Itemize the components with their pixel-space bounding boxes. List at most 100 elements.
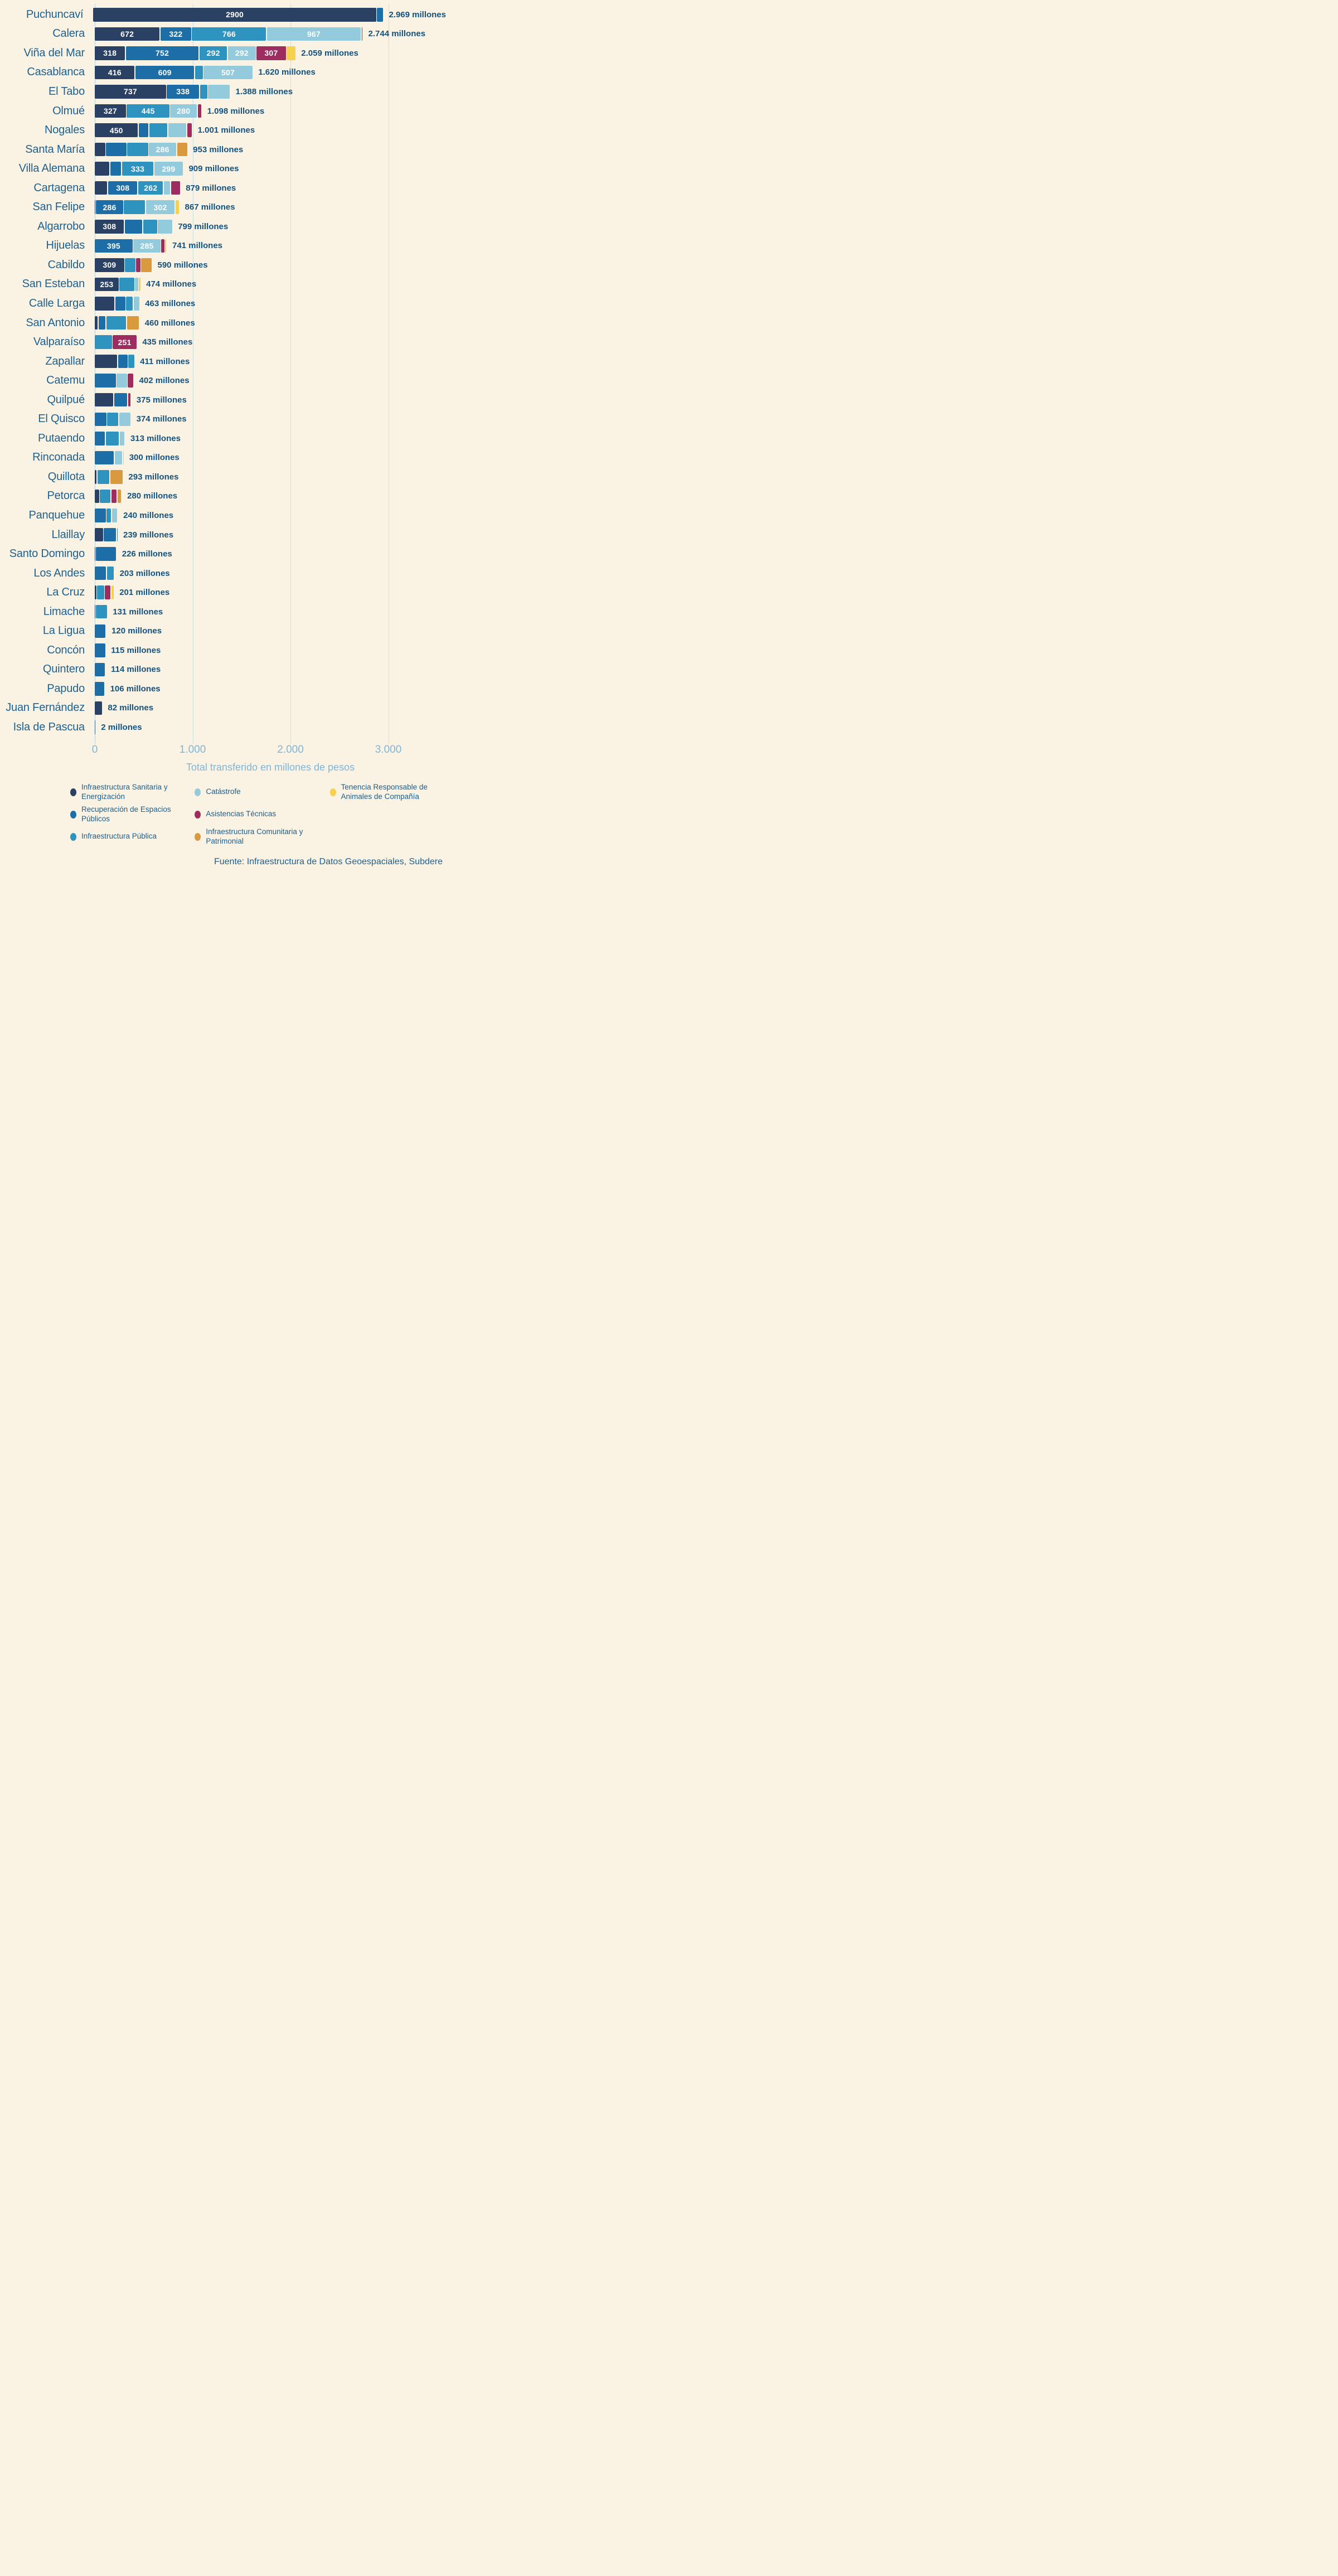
commune-label: Putaendo <box>37 432 85 444</box>
total-label: 867 millones <box>185 202 235 212</box>
total-label: 280 millones <box>127 491 178 501</box>
legend-label: Recuperación de Espacios Públicos <box>81 805 171 823</box>
bar-segment-publica <box>117 527 118 542</box>
total-label: 114 millones <box>111 665 161 675</box>
legend-dot-icon <box>195 832 201 841</box>
bar-segment-tenencia <box>165 239 167 253</box>
legend-item-espacios: Recuperación de Espacios Públicos <box>70 803 195 826</box>
bar-segment-comunitaria <box>177 142 187 157</box>
total-label: 463 millones <box>145 298 196 308</box>
commune-label: Catemu <box>46 374 85 387</box>
bar-segment-catastrofe <box>114 451 122 465</box>
legend-label: Catástrofe <box>206 787 241 796</box>
total-label: 82 millones <box>108 703 154 713</box>
gridlines-layer <box>0 4 446 744</box>
bar-segment-publica <box>106 509 112 522</box>
bar-row: Olmué 327 445 280 1.098 millones <box>0 101 446 121</box>
bar-track: 82 millones <box>95 701 446 715</box>
bar-row: Quintero 114 millones <box>0 660 446 680</box>
commune-label: Quillota <box>47 470 85 483</box>
bar-segment-espacios <box>125 220 142 234</box>
total-label: 474 millones <box>146 279 197 289</box>
bar-segment-sanitaria: 308 <box>95 220 124 234</box>
segment-value: 309 <box>103 260 117 270</box>
commune-label: Puchuncaví <box>26 8 84 21</box>
x-axis: 0 1.000 2.000 3.000 <box>0 744 446 758</box>
bar-segment-asistencias: 251 <box>113 335 137 349</box>
segment-value: 308 <box>116 183 130 193</box>
bar-row: Puchuncaví 2900 2.969 millones <box>0 5 446 25</box>
bar-segment-comunitaria <box>141 258 152 272</box>
commune-label: Hijuelas <box>46 239 85 252</box>
bar-segment-sanitaria <box>95 316 98 330</box>
commune-label: La Ligua <box>42 624 85 637</box>
bar-segment-sanitaria: 672 <box>95 27 160 41</box>
bar-track: 300 millones <box>95 451 446 465</box>
bar-segment-sanitaria: 416 <box>95 65 135 80</box>
bar-segment-espacios <box>98 316 105 330</box>
total-label: 1.388 millones <box>235 86 293 96</box>
total-label: 239 millones <box>123 530 174 540</box>
bar-track: 450 1.001 millones <box>95 123 446 137</box>
x-axis-title: Total transferido en millones de pesos <box>186 761 355 773</box>
bar-segment-asistencias <box>128 374 133 388</box>
bar-segment-catastrofe <box>208 85 230 99</box>
legend-dot-icon <box>329 788 336 796</box>
bar-segment-espacios <box>96 547 117 561</box>
total-label: 115 millones <box>111 645 161 655</box>
bar-row: Catemu 402 millones <box>0 371 446 390</box>
bar-track: 286 302 867 millones <box>95 200 446 214</box>
total-label: 2 millones <box>101 723 142 732</box>
total-label: 590 millones <box>157 260 208 270</box>
bar-segment-tenencia <box>175 200 179 214</box>
legend-dot-icon <box>70 788 76 796</box>
total-label: 402 millones <box>139 376 190 386</box>
legend-dot-icon <box>70 810 76 819</box>
bar-segment-espacios <box>95 509 106 522</box>
x-tick: 1.000 <box>179 743 206 756</box>
bar-segment-publica <box>195 65 203 80</box>
commune-label: Algarrobo <box>37 220 85 233</box>
bar-segment-espacios <box>95 374 116 388</box>
total-label: 741 millones <box>172 241 223 251</box>
bar-segment-catastrofe <box>133 297 139 311</box>
bar-row: Valparaíso 251 435 millones <box>0 332 446 352</box>
bar-segment-publica: 766 <box>192 27 266 41</box>
bar-segment-sanitaria: 318 <box>95 46 125 60</box>
bar-segment-espacios <box>95 662 105 677</box>
legend-label: Infraestructura Sanitaria y Energización <box>81 782 168 801</box>
bar-segment-sanitaria <box>95 162 110 176</box>
bar-row: San Felipe 286 302 867 millones <box>0 197 446 217</box>
commune-label: San Antonio <box>26 316 85 329</box>
total-label: 1.098 millones <box>207 106 265 116</box>
segment-value: 251 <box>118 337 132 347</box>
legend-item-catastrofe: Catástrofe <box>195 781 329 803</box>
legend-label: Infraestructura Pública <box>81 832 157 841</box>
bar-row: Llaillay 239 millones <box>0 525 446 545</box>
commune-label: San Esteban <box>22 278 85 290</box>
bar-row: Algarrobo 308 799 millones <box>0 217 446 236</box>
bar-segment-publica <box>124 200 146 214</box>
bar-row: El Quisco 374 millones <box>0 409 446 429</box>
bar-segment-asistencias <box>111 489 117 503</box>
bar-row: Los Andes 203 millones <box>0 564 446 583</box>
bar-segment-asistencias <box>161 239 164 253</box>
bar-segment-espacios: 338 <box>167 85 200 99</box>
bar-segment-espacios <box>110 162 121 176</box>
legend-item-sanitaria: Infraestructura Sanitaria y Energización <box>70 781 195 803</box>
total-label: 300 millones <box>129 453 180 463</box>
total-label: 2.059 millones <box>301 48 358 58</box>
bar-row: Petorca 280 millones <box>0 487 446 506</box>
bar-segment-espacios <box>115 297 125 311</box>
bar-segment-asistencias: 307 <box>256 46 286 60</box>
commune-label: Llaillay <box>51 528 85 541</box>
bar-row: San Esteban 253 474 millones <box>0 275 446 294</box>
bar-track: 286 953 millones <box>95 142 446 157</box>
bar-segment-publica <box>106 566 114 580</box>
bar-segment-publica <box>125 258 135 272</box>
bar-segment-tenencia <box>287 46 295 60</box>
segment-value: 507 <box>221 67 235 77</box>
segment-value: 292 <box>235 49 249 58</box>
segment-value: 322 <box>169 29 183 38</box>
commune-label: Limache <box>43 605 85 618</box>
